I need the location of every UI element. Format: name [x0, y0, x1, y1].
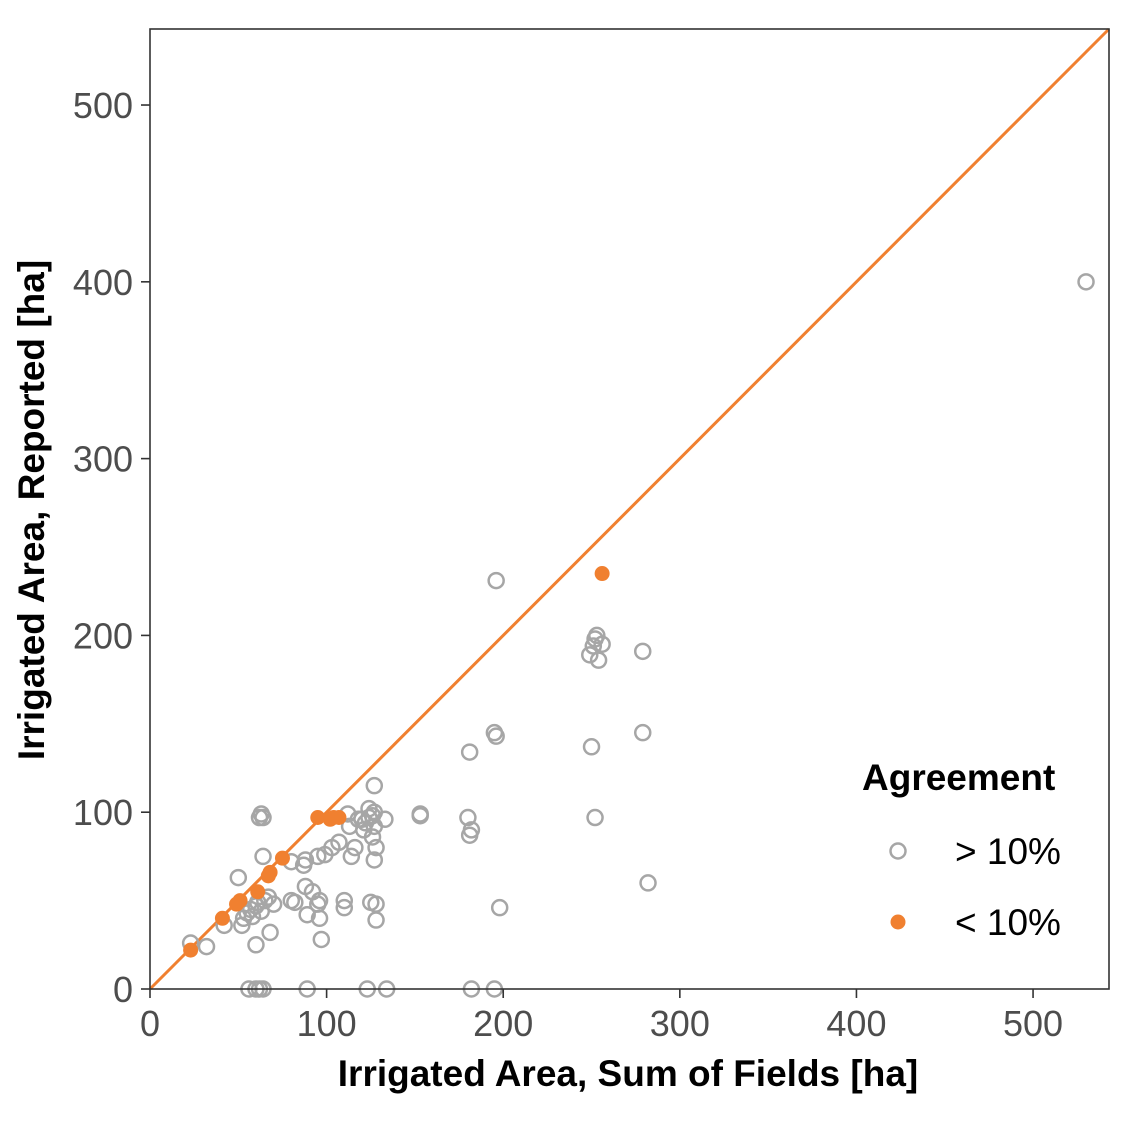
y-tick-label: 400 — [73, 262, 133, 303]
data-point — [254, 847, 272, 866]
data-point — [261, 923, 279, 942]
data-point — [589, 651, 608, 669]
data-point — [1077, 273, 1095, 291]
data-point — [588, 626, 606, 645]
data-point — [183, 942, 199, 958]
data-point — [274, 850, 290, 866]
x-tick-label: 500 — [1003, 1003, 1063, 1044]
data-point — [309, 847, 327, 866]
legend-label-gt10: > 10% — [955, 831, 1061, 872]
data-point — [365, 776, 384, 795]
data-point — [247, 936, 265, 954]
series-lt10 — [183, 566, 610, 958]
data-point — [229, 868, 248, 887]
plot-area — [148, 27, 1111, 998]
data-point — [312, 930, 331, 949]
data-point — [594, 566, 610, 582]
x-axis: 0 100 200 300 400 500 — [140, 989, 1063, 1044]
identity-line — [148, 27, 1111, 991]
data-point — [342, 847, 361, 866]
data-point — [310, 891, 329, 910]
data-point — [367, 838, 385, 857]
data-point — [286, 893, 304, 912]
data-point — [296, 851, 315, 869]
identity-line-layer — [148, 27, 1111, 991]
data-point — [214, 910, 230, 926]
data-point — [633, 723, 652, 742]
data-point — [262, 864, 278, 880]
data-point — [367, 895, 385, 913]
plot-border — [149, 28, 1110, 990]
data-point — [593, 635, 611, 653]
data-point — [298, 905, 316, 924]
legend-key-open-circle — [889, 842, 907, 860]
data-point — [197, 937, 216, 956]
data-point — [581, 646, 599, 664]
data-point — [411, 805, 429, 823]
y-axis-title: Irrigated Area, Reported [ha] — [11, 260, 52, 760]
x-tick-label: 100 — [297, 1003, 357, 1044]
legend-key-filled-circle — [890, 914, 906, 930]
data-point — [487, 571, 505, 590]
data-point — [639, 874, 657, 892]
data-point — [330, 833, 348, 852]
data-point — [254, 808, 272, 827]
data-point — [460, 743, 479, 761]
data-point — [250, 884, 266, 900]
data-point — [310, 810, 326, 826]
legend-label-lt10: < 10% — [955, 902, 1061, 943]
y-tick-label: 300 — [73, 439, 133, 480]
x-tick-label: 0 — [140, 1003, 160, 1044]
data-point — [633, 642, 652, 661]
data-point — [335, 891, 354, 910]
data-point — [365, 851, 384, 869]
data-point — [335, 898, 354, 917]
data-point — [586, 808, 604, 827]
x-tick-label: 300 — [650, 1003, 710, 1044]
y-tick-label: 500 — [73, 85, 133, 126]
legend-title: Agreement — [862, 757, 1055, 798]
x-axis-title: Irrigated Area, Sum of Fields [ha] — [338, 1053, 918, 1094]
data-point — [462, 821, 481, 839]
x-tick-label: 200 — [473, 1003, 533, 1044]
y-tick-label: 0 — [113, 969, 133, 1010]
data-point — [376, 810, 394, 829]
data-point — [331, 810, 347, 826]
y-tick-label: 100 — [73, 792, 133, 833]
data-point — [310, 909, 329, 928]
data-point — [232, 893, 248, 909]
legend: Agreement > 10% < 10% — [862, 757, 1061, 943]
x-tick-label: 400 — [826, 1003, 886, 1044]
data-point — [363, 828, 382, 846]
data-point — [264, 895, 283, 913]
data-point — [490, 898, 509, 917]
data-point — [346, 838, 364, 857]
data-point — [459, 808, 477, 827]
data-point — [487, 727, 505, 745]
data-point — [582, 738, 601, 756]
y-axis: 0 100 200 300 400 500 — [73, 85, 150, 1010]
y-tick-label: 200 — [73, 615, 133, 656]
